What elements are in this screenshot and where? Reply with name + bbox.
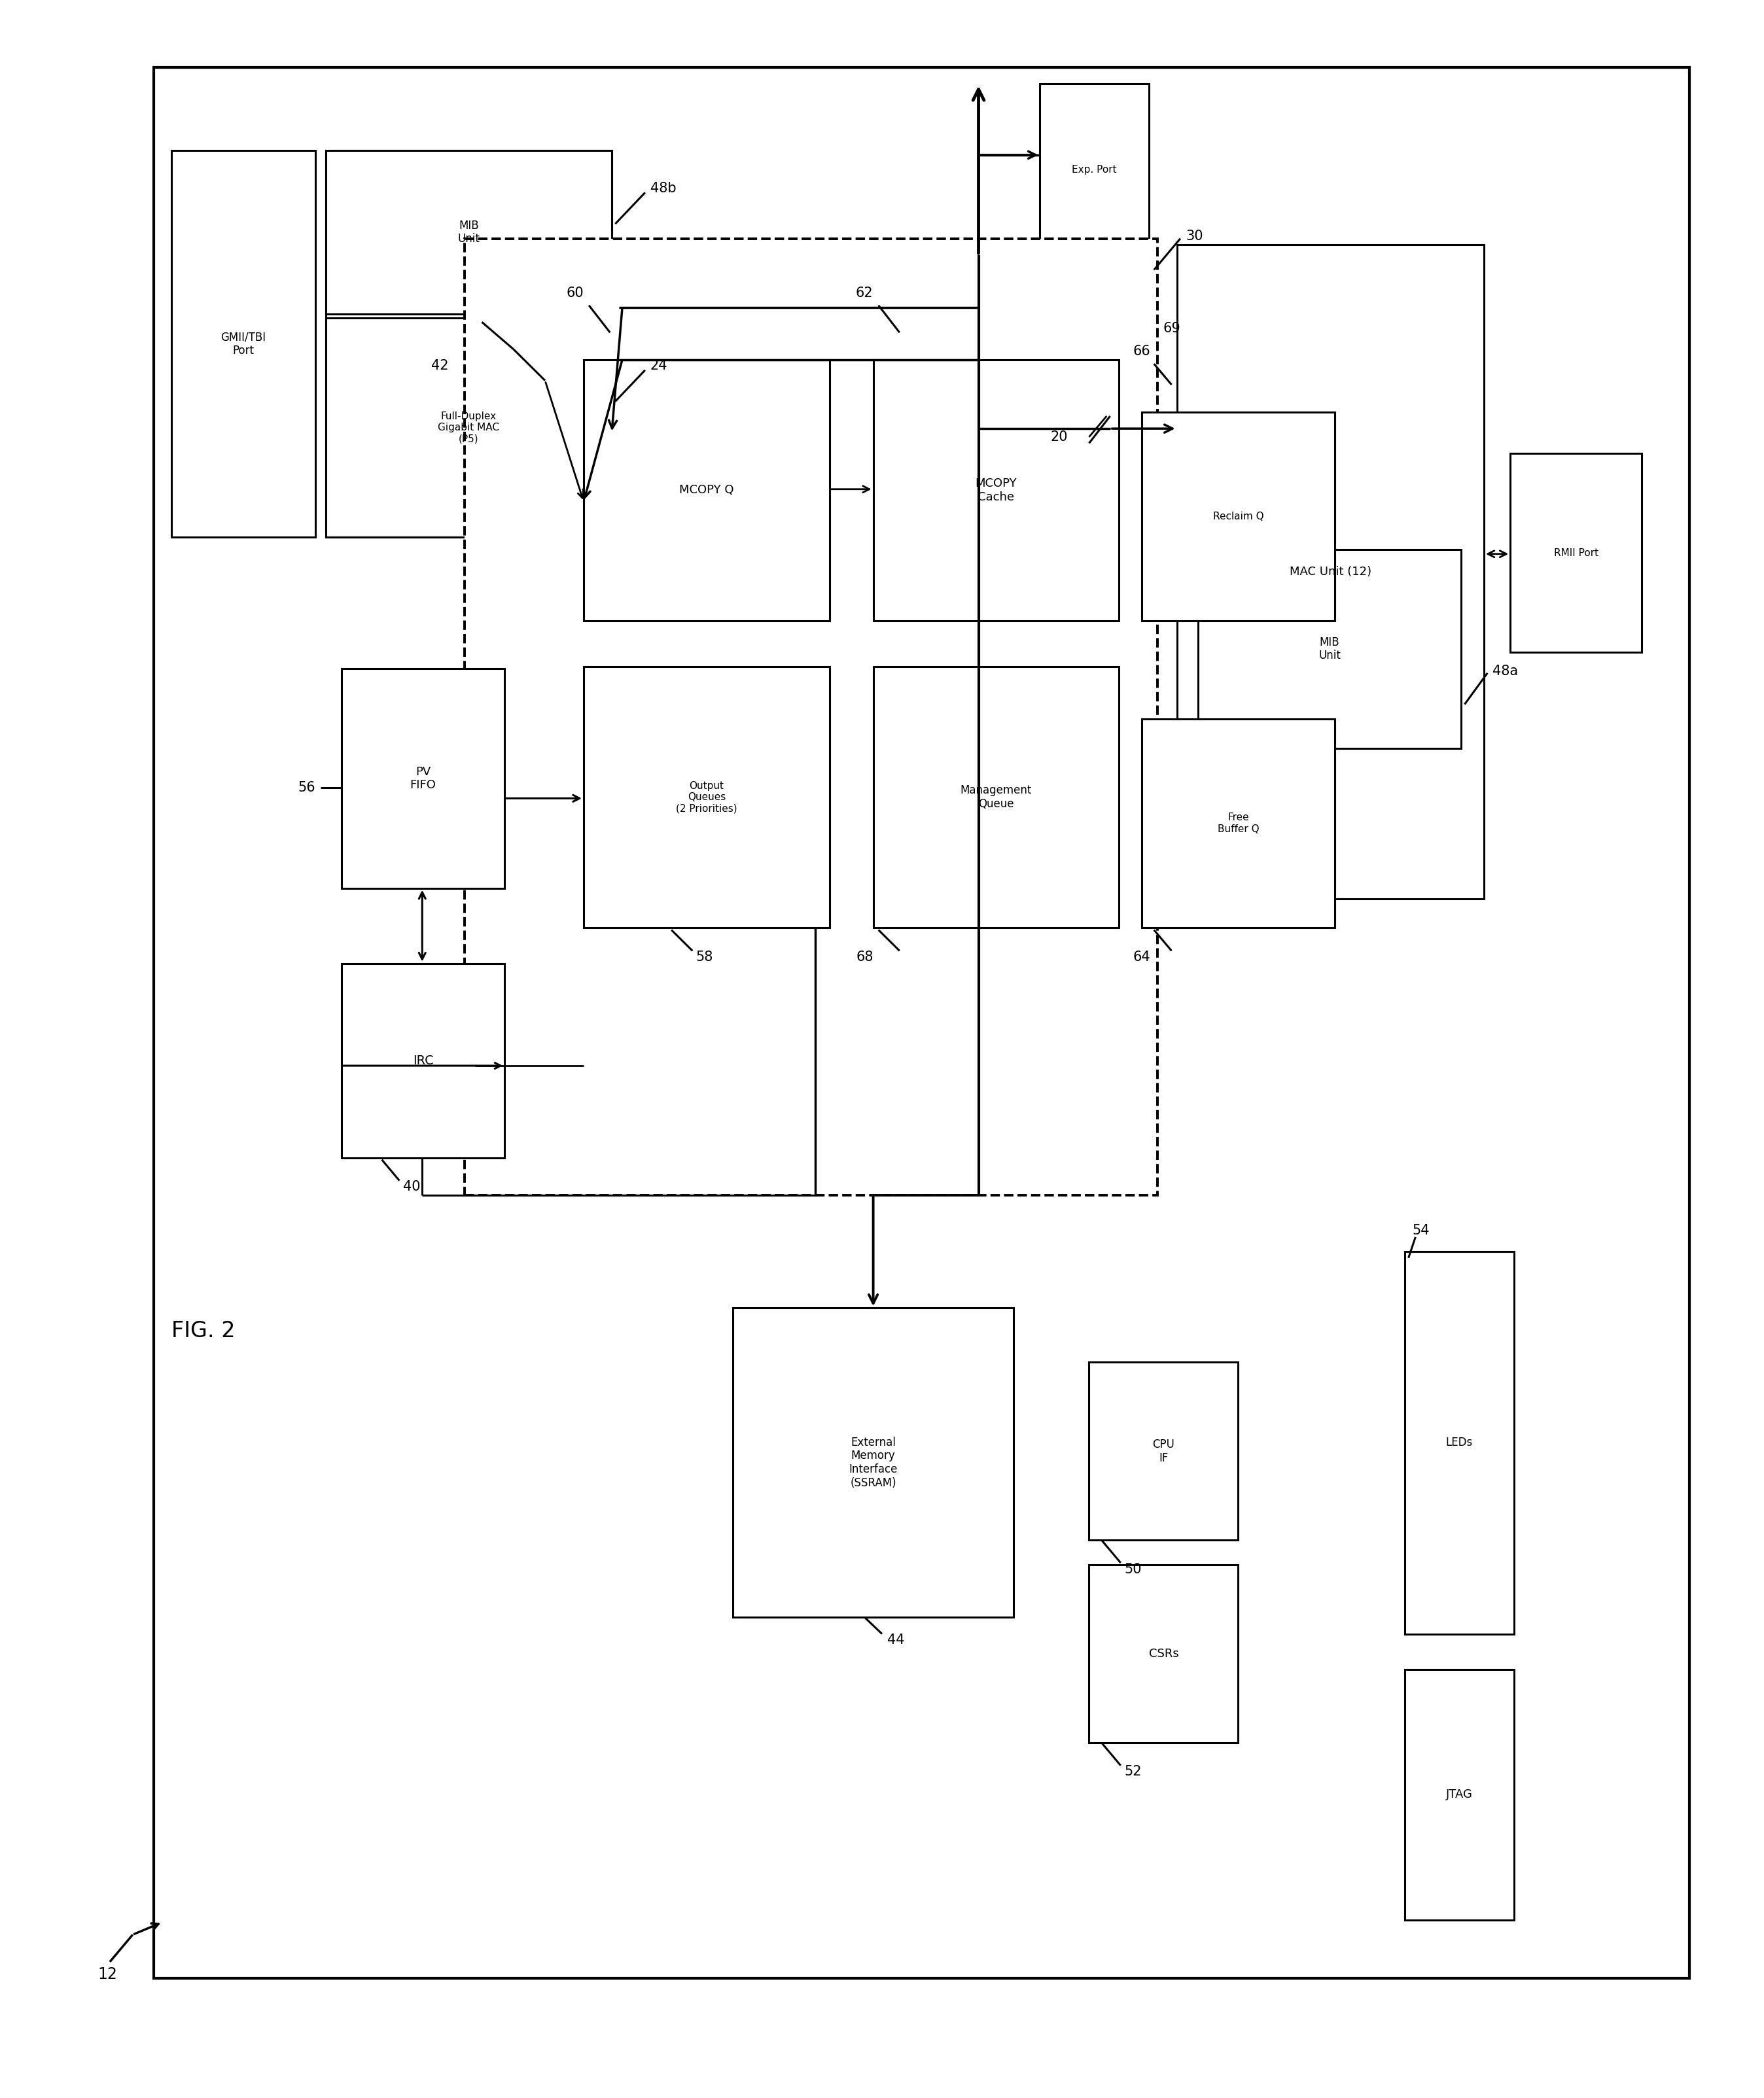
FancyBboxPatch shape — [1141, 720, 1335, 927]
FancyBboxPatch shape — [873, 359, 1118, 621]
Text: MAC Unit (12): MAC Unit (12) — [1289, 566, 1371, 577]
Text: MIB
Unit: MIB Unit — [1318, 636, 1341, 661]
Text: JTAG: JTAG — [1446, 1790, 1473, 1800]
Text: 20: 20 — [1051, 430, 1067, 443]
FancyBboxPatch shape — [1141, 411, 1335, 621]
FancyBboxPatch shape — [326, 151, 612, 537]
FancyBboxPatch shape — [732, 1307, 1014, 1618]
Text: 44: 44 — [887, 1634, 905, 1647]
Text: FIG. 2: FIG. 2 — [171, 1320, 235, 1343]
FancyBboxPatch shape — [1510, 453, 1642, 652]
FancyBboxPatch shape — [342, 669, 505, 887]
Text: Management
Queue: Management Queue — [960, 785, 1032, 810]
Text: 64: 64 — [1132, 950, 1150, 963]
Text: 12: 12 — [97, 1966, 116, 1983]
Text: MCOPY Q: MCOPY Q — [679, 485, 734, 495]
FancyBboxPatch shape — [584, 359, 829, 621]
Text: 68: 68 — [856, 950, 873, 963]
Text: 50: 50 — [1124, 1563, 1141, 1576]
FancyBboxPatch shape — [171, 151, 316, 537]
Text: MCOPY
Cache: MCOPY Cache — [975, 478, 1016, 504]
Text: 48a: 48a — [1492, 665, 1519, 678]
FancyBboxPatch shape — [1198, 550, 1461, 749]
FancyBboxPatch shape — [464, 239, 1157, 1196]
Text: 48b: 48b — [651, 183, 676, 195]
Text: CPU
IF: CPU IF — [1152, 1439, 1175, 1464]
Text: Output
Queues
(2 Priorities): Output Queues (2 Priorities) — [676, 780, 737, 814]
Text: 58: 58 — [697, 950, 713, 963]
FancyBboxPatch shape — [1041, 84, 1148, 256]
Text: External
Memory
Interface
(SSRAM): External Memory Interface (SSRAM) — [848, 1437, 898, 1490]
Text: 24: 24 — [651, 359, 669, 373]
Text: IRC: IRC — [413, 1055, 434, 1066]
FancyBboxPatch shape — [1088, 1362, 1238, 1540]
Text: 69: 69 — [1162, 321, 1180, 336]
Text: 54: 54 — [1411, 1225, 1429, 1238]
Text: LEDs: LEDs — [1446, 1437, 1473, 1448]
Text: 30: 30 — [1185, 231, 1203, 243]
FancyBboxPatch shape — [326, 319, 612, 537]
FancyBboxPatch shape — [1404, 1670, 1514, 1920]
FancyBboxPatch shape — [584, 667, 829, 927]
Text: 62: 62 — [856, 285, 873, 300]
Text: MIB
Unit: MIB Unit — [457, 220, 480, 245]
FancyBboxPatch shape — [1088, 1565, 1238, 1743]
FancyBboxPatch shape — [153, 67, 1690, 1978]
FancyBboxPatch shape — [873, 667, 1118, 927]
Text: RMII Port: RMII Port — [1554, 548, 1598, 558]
Text: Free
Buffer Q: Free Buffer Q — [1217, 812, 1259, 835]
Text: Full-Duplex
Gigabit MAC
(P5): Full-Duplex Gigabit MAC (P5) — [437, 411, 499, 445]
FancyBboxPatch shape — [326, 151, 612, 315]
Text: CSRs: CSRs — [1148, 1647, 1178, 1660]
Text: PV
FIFO: PV FIFO — [409, 766, 436, 791]
Text: Exp. Port: Exp. Port — [1073, 164, 1117, 174]
Text: Reclaim Q: Reclaim Q — [1214, 512, 1263, 520]
Text: 66: 66 — [1132, 344, 1150, 359]
FancyBboxPatch shape — [1404, 1253, 1514, 1634]
FancyBboxPatch shape — [1177, 245, 1484, 898]
Text: 52: 52 — [1124, 1764, 1141, 1779]
Text: 60: 60 — [566, 285, 584, 300]
Text: GMII/TBI
Port: GMII/TBI Port — [220, 331, 266, 357]
Text: 40: 40 — [402, 1181, 420, 1194]
FancyBboxPatch shape — [342, 963, 505, 1158]
Text: 42: 42 — [430, 359, 448, 373]
Text: 56: 56 — [298, 780, 316, 795]
